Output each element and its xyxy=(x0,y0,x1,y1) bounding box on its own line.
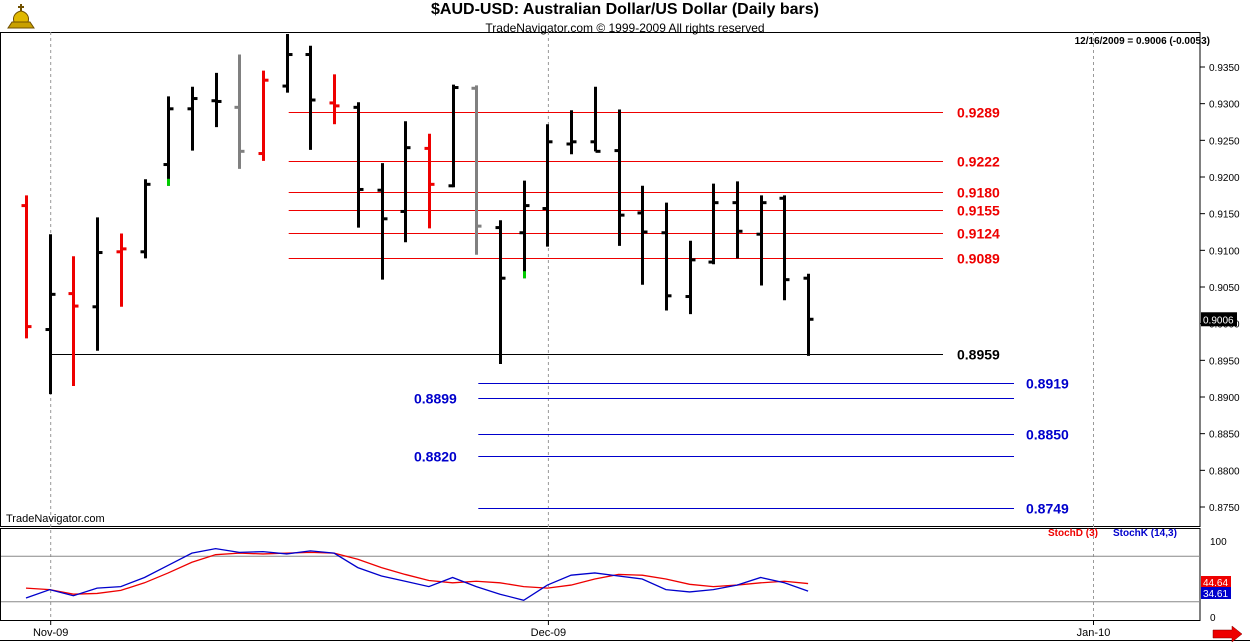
price-panel-frame xyxy=(0,32,1201,527)
trade-navigator-logo-icon xyxy=(4,2,38,32)
time-axis-label: Nov-09 xyxy=(33,627,68,639)
price-level-label: 0.9180 xyxy=(957,185,1000,201)
price-axis-label: 0.8900 xyxy=(1209,393,1240,404)
price-axis-label: 0.9350 xyxy=(1209,63,1240,74)
price-axis-label: 0.9200 xyxy=(1209,173,1240,184)
price-level-label: 0.8850 xyxy=(1026,427,1069,443)
price-axis-label: 0.9100 xyxy=(1209,246,1240,257)
stoch-k-value-box xyxy=(1201,587,1231,599)
stoch-d-value-box xyxy=(1201,576,1231,588)
stoch-d-value-label: 44.64 xyxy=(1203,578,1228,589)
price-axis-label: 0.9300 xyxy=(1209,100,1240,111)
price-level-label: 0.9124 xyxy=(957,226,1000,242)
price-level-label: 0.9155 xyxy=(957,203,1000,219)
price-axis-label: 0.8750 xyxy=(1209,503,1240,514)
stochastic-series-line xyxy=(25,551,809,595)
price-axis-label: 0.8950 xyxy=(1209,356,1240,367)
stochastic-legend-d: StochD (3) xyxy=(1048,528,1098,539)
scroll-right-arrow-icon[interactable] xyxy=(1212,625,1243,643)
stochastic-legend-k: StochK (14,3) xyxy=(1113,528,1177,539)
last-price-box xyxy=(1201,312,1237,327)
last-price-readout: 12/16/2009 = 0.9006 (-0.0053) xyxy=(1074,36,1210,47)
time-axis-label: Dec-09 xyxy=(531,627,566,639)
chart-subtitle: TradeNavigator.com © 1999-2009 All right… xyxy=(485,21,765,35)
stochastic-axis-label: 0 xyxy=(1210,613,1216,624)
price-level-label: 0.8899 xyxy=(414,391,457,407)
price-axis-label: 0.9150 xyxy=(1209,210,1240,221)
price-axis-label: 0.8850 xyxy=(1209,430,1240,441)
price-axis-label: 0.9250 xyxy=(1209,136,1240,147)
price-level-label: 0.8959 xyxy=(957,347,1000,363)
last-price-label: 0.9006 xyxy=(1203,315,1234,326)
time-axis-label: Jan-10 xyxy=(1077,627,1111,639)
price-level-label: 0.9222 xyxy=(957,154,1000,170)
stochastic-axis-label: 100 xyxy=(1210,537,1227,548)
price-level-label: 0.8749 xyxy=(1026,501,1069,517)
price-axis-label: 0.8800 xyxy=(1209,466,1240,477)
price-level-label: 0.8919 xyxy=(1026,376,1069,392)
price-axis-label: 0.9050 xyxy=(1209,283,1240,294)
stochastic-series-line xyxy=(25,547,809,601)
stochastic-panel-frame xyxy=(0,528,1201,621)
price-level-label: 0.8820 xyxy=(414,449,457,465)
stoch-k-value-label: 34.61 xyxy=(1203,589,1228,600)
watermark-text: TradeNavigator.com xyxy=(6,513,105,525)
price-level-label: 0.9289 xyxy=(957,105,1000,121)
chart-title: $AUD-USD: Australian Dollar/US Dollar (D… xyxy=(431,1,819,18)
price-level-label: 0.9089 xyxy=(957,251,1000,267)
